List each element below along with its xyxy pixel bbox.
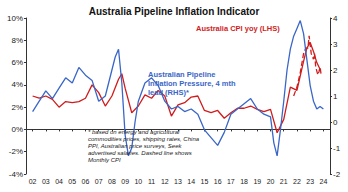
svg-text:0: 0: [333, 118, 338, 127]
svg-text:8%: 8%: [11, 36, 23, 45]
svg-text:12: 12: [161, 178, 169, 185]
svg-text:-2: -2: [333, 170, 341, 179]
svg-text:21: 21: [280, 178, 288, 185]
svg-text:19: 19: [253, 178, 261, 185]
svg-text:Australia CPI yoy (LHS): Australia CPI yoy (LHS): [196, 24, 280, 33]
svg-text:10: 10: [134, 178, 142, 185]
svg-text:15: 15: [201, 178, 209, 185]
svg-text:06: 06: [82, 178, 90, 185]
svg-text:13: 13: [174, 178, 182, 185]
svg-text:20: 20: [267, 178, 275, 185]
svg-text:Monthly CPI: Monthly CPI: [88, 157, 121, 163]
svg-text:advertised salaries. Dashed li: advertised salaries. Dashed line shows: [88, 150, 193, 156]
svg-text:2: 2: [333, 66, 338, 75]
svg-text:17: 17: [227, 178, 235, 185]
svg-text:-4%: -4%: [9, 170, 23, 179]
svg-text:-1: -1: [333, 144, 341, 153]
svg-text:PPI, Australian price surveys,: PPI, Australian price surveys, Seek: [88, 143, 183, 149]
svg-text:Inflation Pressure, 4 mth: Inflation Pressure, 4 mth: [148, 79, 238, 88]
svg-text:10%: 10%: [7, 14, 23, 23]
svg-text:2%: 2%: [11, 103, 23, 112]
svg-text:02: 02: [29, 178, 37, 185]
svg-text:18: 18: [240, 178, 248, 185]
svg-text:lead (RHS)*: lead (RHS)*: [148, 88, 189, 97]
svg-text:09: 09: [121, 178, 129, 185]
svg-text:6%: 6%: [11, 58, 23, 67]
svg-text:Australia Pipeline Inflation I: Australia Pipeline Inflation Indicator: [89, 6, 260, 17]
svg-text:1: 1: [333, 92, 338, 101]
svg-text:Australian Pipeline: Australian Pipeline: [148, 70, 218, 79]
svg-text:-2%: -2%: [9, 147, 23, 156]
svg-text:05: 05: [68, 178, 76, 185]
svg-text:04: 04: [55, 178, 63, 185]
svg-text:11: 11: [148, 178, 155, 185]
svg-text:3: 3: [333, 40, 338, 49]
svg-text:23: 23: [306, 178, 314, 185]
svg-text:22: 22: [293, 178, 301, 185]
svg-text:03: 03: [42, 178, 50, 185]
svg-text:07: 07: [95, 178, 103, 185]
svg-text:14: 14: [187, 178, 195, 185]
svg-text:4: 4: [333, 14, 338, 23]
svg-text:24: 24: [319, 178, 327, 185]
svg-text:16: 16: [214, 178, 222, 185]
svg-text:0%: 0%: [11, 125, 23, 134]
svg-text:08: 08: [108, 178, 116, 185]
svg-text:commodities prices, shipping r: commodities prices, shipping rates, Chin…: [88, 136, 201, 142]
svg-text:4%: 4%: [11, 80, 23, 89]
svg-text:* based on energy and agricult: * based on energy and agricultural: [88, 129, 181, 135]
